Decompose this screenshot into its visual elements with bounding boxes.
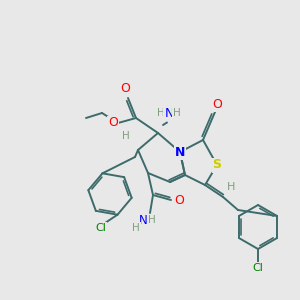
Text: N: N: [164, 107, 174, 120]
Text: H: H: [148, 215, 156, 225]
Text: Cl: Cl: [95, 223, 106, 233]
Text: N: N: [175, 146, 185, 158]
Text: S: S: [212, 158, 221, 172]
Text: H: H: [173, 109, 181, 118]
Text: O: O: [108, 116, 118, 130]
Text: N: N: [139, 214, 147, 226]
Text: H: H: [157, 109, 165, 118]
Text: H: H: [122, 131, 130, 141]
Text: O: O: [174, 194, 184, 206]
Text: H: H: [132, 223, 140, 233]
Text: O: O: [120, 82, 130, 95]
Text: Cl: Cl: [253, 263, 263, 273]
Text: O: O: [212, 98, 222, 110]
Text: H: H: [227, 182, 235, 192]
